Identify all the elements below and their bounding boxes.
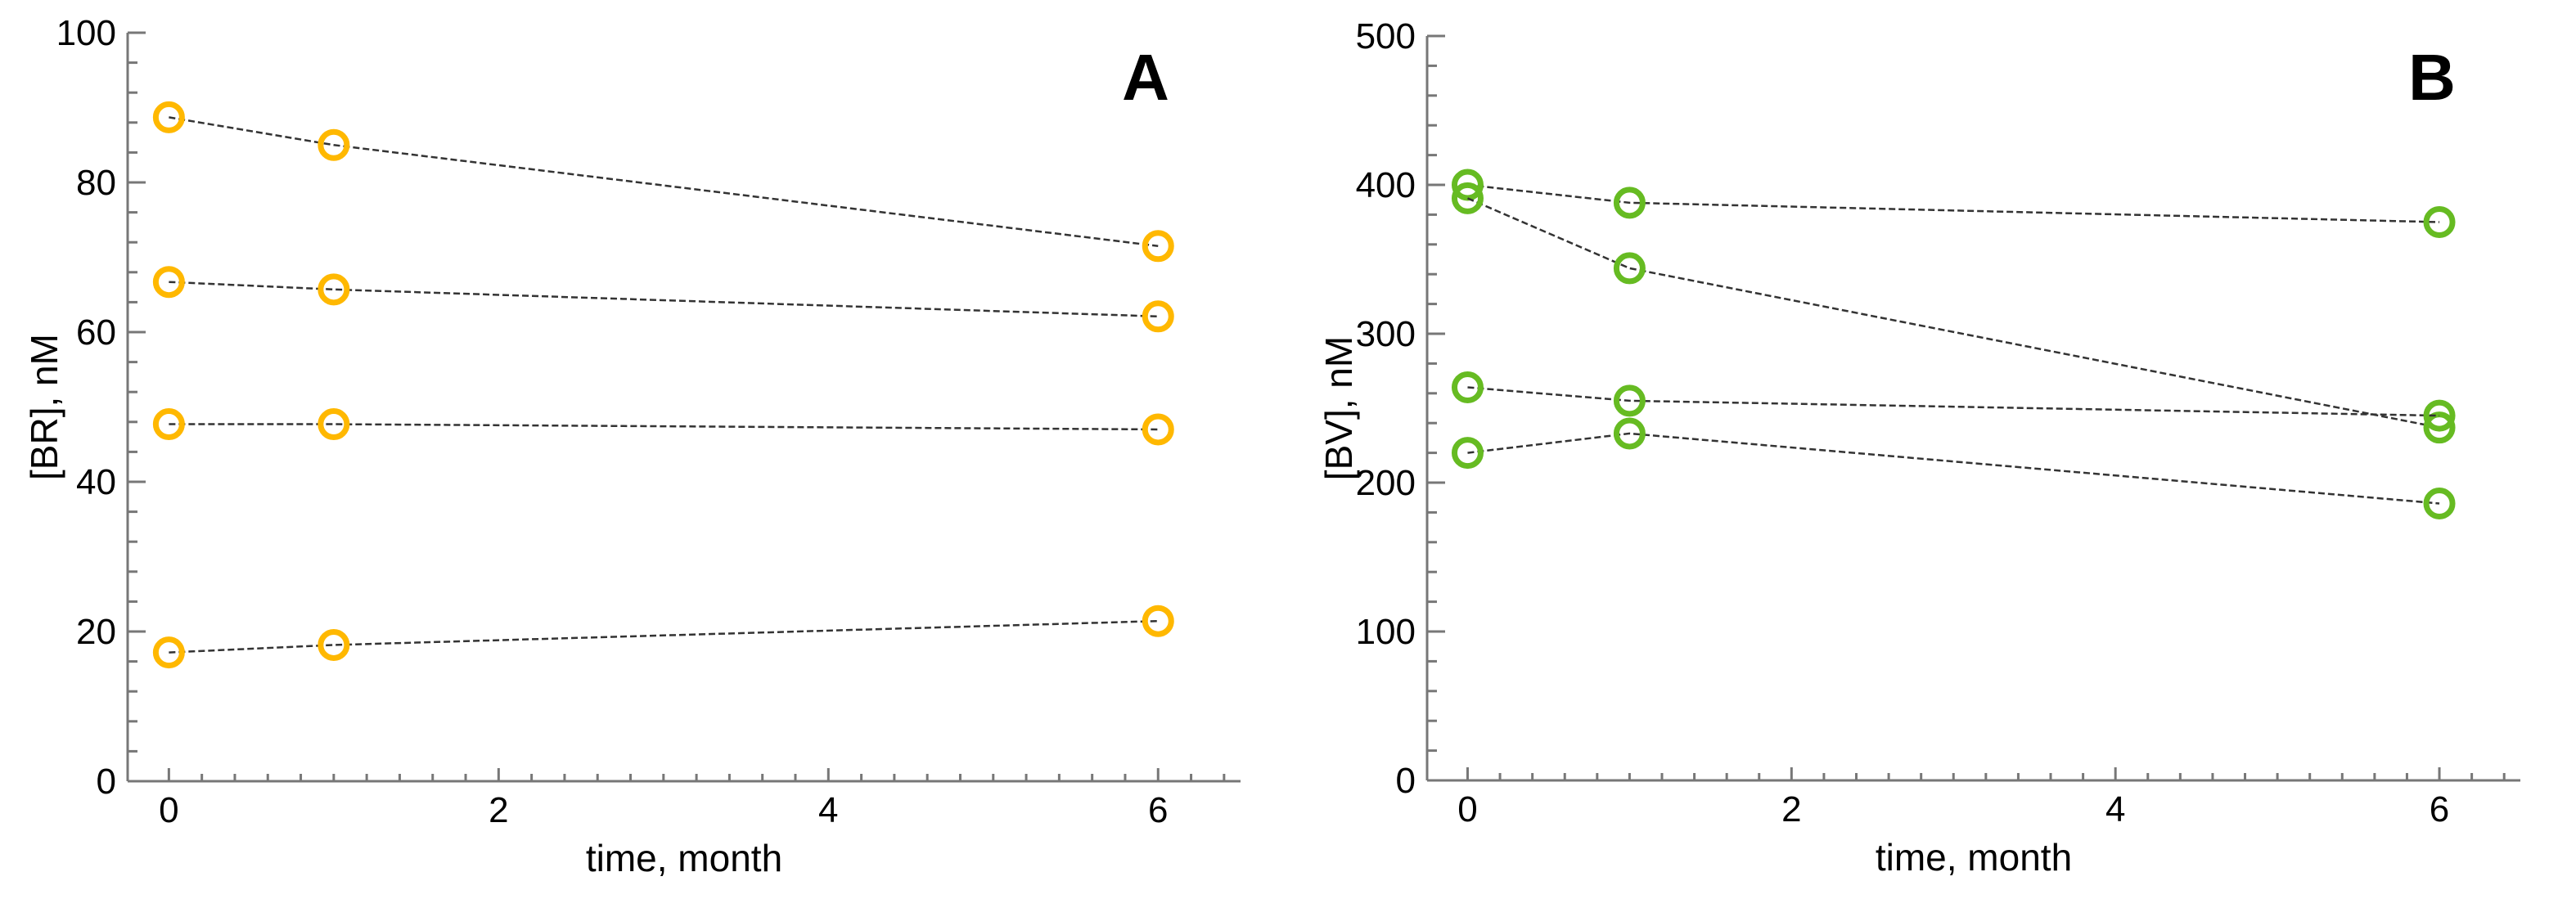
series-2 bbox=[1451, 182, 2456, 444]
series-4 bbox=[1451, 417, 2456, 519]
data-point bbox=[152, 636, 185, 669]
y-tick-label: 400 bbox=[1356, 165, 1416, 205]
data-point bbox=[1613, 384, 1646, 417]
x-tick-label: 4 bbox=[818, 790, 838, 830]
x-axis-title: time, month bbox=[586, 837, 782, 879]
y-tick-label: 40 bbox=[76, 462, 116, 502]
series-line bbox=[169, 619, 1159, 654]
data-point bbox=[2423, 399, 2456, 432]
x-tick-label: 0 bbox=[1457, 789, 1477, 829]
series-line bbox=[1466, 197, 2440, 429]
series-3 bbox=[1451, 371, 2456, 432]
series-line bbox=[169, 423, 1159, 431]
panel-letter: A bbox=[1122, 41, 1169, 114]
data-point bbox=[1142, 230, 1174, 263]
series-line bbox=[169, 116, 1159, 248]
x-tick-label: 6 bbox=[1148, 790, 1168, 830]
data-point bbox=[152, 101, 185, 133]
data-point bbox=[1451, 182, 1484, 214]
data-point bbox=[1142, 413, 1174, 446]
y-tick-label: 100 bbox=[1356, 612, 1416, 652]
x-tick-label: 2 bbox=[1781, 789, 1801, 829]
data-point bbox=[1142, 300, 1174, 333]
series-line bbox=[169, 281, 1159, 318]
data-point bbox=[2423, 206, 2456, 238]
x-tick-label: 4 bbox=[2105, 789, 2125, 829]
data-point bbox=[1613, 417, 1646, 450]
panel-b: 0 2 4 6 0 100 200 300 400 500 time, month [BV], nM B bbox=[1317, 16, 2520, 879]
x-axis-title: time, month bbox=[1876, 836, 2072, 879]
data-point bbox=[1613, 252, 1646, 285]
y-tick-label: 0 bbox=[1396, 761, 1416, 801]
series-2 bbox=[152, 266, 1174, 333]
data-point bbox=[317, 128, 350, 161]
data-point bbox=[317, 408, 350, 441]
y-tick-label: 20 bbox=[76, 612, 116, 652]
data-point bbox=[1451, 371, 1484, 404]
series-line bbox=[1467, 386, 2440, 417]
x-tick-label: 0 bbox=[159, 790, 178, 830]
data-point bbox=[317, 273, 350, 306]
series-line bbox=[1467, 183, 2440, 223]
data-point bbox=[2423, 411, 2456, 444]
data-point bbox=[152, 408, 185, 441]
y-tick-label: 80 bbox=[76, 163, 116, 203]
y-tick-label: 500 bbox=[1356, 16, 1416, 56]
data-point bbox=[317, 628, 350, 661]
data-point bbox=[1451, 169, 1484, 201]
y-tick-label: 200 bbox=[1356, 463, 1416, 503]
series-1 bbox=[152, 101, 1174, 263]
series-4 bbox=[152, 605, 1174, 669]
y-tick-label: 0 bbox=[97, 762, 116, 802]
data-point bbox=[2423, 487, 2456, 519]
panel-letter: B bbox=[2408, 41, 2456, 114]
y-tick-label: 60 bbox=[76, 312, 116, 353]
x-tick-label: 2 bbox=[489, 790, 508, 830]
y-tick-label: 300 bbox=[1356, 314, 1416, 354]
y-axis-title: [BV], nM bbox=[1317, 336, 1360, 480]
data-point bbox=[1451, 437, 1484, 470]
y-axis-title: [BR], nM bbox=[23, 334, 65, 480]
series-3 bbox=[152, 408, 1174, 446]
series-line bbox=[1467, 432, 2440, 505]
y-tick-label: 100 bbox=[56, 13, 116, 53]
data-point bbox=[1613, 187, 1646, 219]
series-1 bbox=[1451, 169, 2456, 238]
data-point bbox=[152, 266, 185, 299]
x-tick-label: 6 bbox=[2430, 789, 2449, 829]
data-point bbox=[1142, 605, 1174, 637]
